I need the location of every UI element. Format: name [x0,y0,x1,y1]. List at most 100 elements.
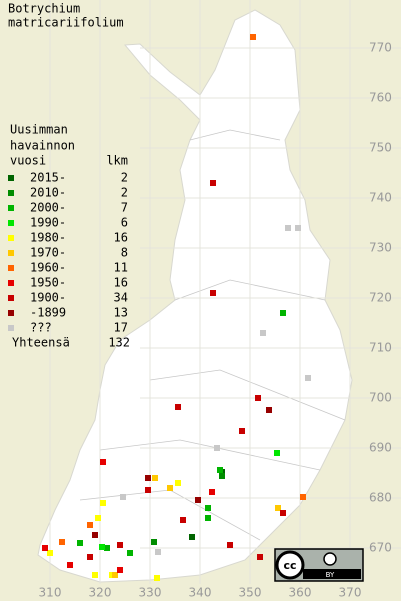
legend-swatch [8,250,14,256]
x-tick-label: 330 [139,586,162,600]
y-tick-label: 740 [369,191,392,205]
observation [210,180,216,186]
legend-count: 17 [114,321,128,335]
tick-labels: 310 320 330 340 350 360 370 670 680 690 700 710 720 7… [39,41,392,600]
observation [239,428,245,434]
observation [77,540,83,546]
legend-header: Uusimman [10,123,68,137]
observation [295,225,301,231]
observation [100,459,106,465]
observation [175,480,181,486]
legend-count: 2 [121,186,128,200]
observation [205,515,211,521]
legend-header: havainnon [10,139,75,153]
observation [152,475,158,481]
y-tick-label: 680 [369,491,392,505]
observation [275,505,281,511]
observation [104,545,110,551]
observation [154,575,160,581]
legend-swatch [8,310,14,316]
observation [92,532,98,538]
legend-count: 8 [121,246,128,260]
observation [127,550,133,556]
x-tick-label: 350 [239,586,262,600]
observation [210,290,216,296]
legend-label: 2010- [30,186,66,200]
observation [300,494,306,500]
observation [285,225,291,231]
observation [99,544,105,550]
legend-header: vuosi [10,154,46,168]
x-tick-label: 340 [189,586,212,600]
observations [42,34,311,581]
observation [155,549,161,555]
y-tick-label: 760 [369,91,392,105]
observation [195,497,201,503]
legend-label: 2015- [30,171,66,185]
legend-label: -1899 [30,306,66,320]
observation [87,554,93,560]
observation [87,522,93,528]
observation [214,445,220,451]
legend-swatch [8,325,14,331]
finland-land [37,9,353,583]
legend-swatch [8,295,14,301]
x-tick-label: 360 [289,586,312,600]
title-line: Botrychium [8,2,80,16]
observation [280,510,286,516]
badge-bar [303,569,361,579]
observation [42,545,48,551]
observation [95,515,101,521]
observation [112,572,118,578]
legend-swatch [8,205,14,211]
legend-label: 2000- [30,201,66,215]
observation [59,539,65,545]
by-icon [323,552,337,566]
legend-swatch [8,190,14,196]
y-tick-label: 690 [369,441,392,455]
legend-label: 1980- [30,231,66,245]
cc-icon [275,550,305,580]
legend-swatch [8,265,14,271]
y-tick-label: 750 [369,141,392,155]
observation [175,404,181,410]
total-label: Yhteensä [12,336,70,350]
observation [145,487,151,493]
x-tick-label: 370 [339,586,362,600]
y-tick-label: 670 [369,541,392,555]
legend-count: 16 [114,231,128,245]
license-text: BY [326,571,335,579]
legend-count: 16 [114,276,128,290]
observation [167,485,173,491]
observation [305,375,311,381]
observation [280,310,286,316]
legend-count: 13 [114,306,128,320]
observation [145,475,151,481]
region-borders [79,129,346,541]
observation [227,542,233,548]
observation [266,407,272,413]
legend-count: 11 [114,261,128,275]
observation [274,450,280,456]
y-tick-label: 720 [369,291,392,305]
observation [205,505,211,511]
observation [47,550,53,556]
legend-label: 1960- [30,261,66,275]
y-tick-label: 770 [369,41,392,55]
observation [92,572,98,578]
observation [117,567,123,573]
observation [219,473,225,479]
legend-label: 1990- [30,216,66,230]
observation [100,500,106,506]
observation [189,534,195,540]
legend-swatch [8,175,14,181]
observation [217,467,223,473]
legend-count: 34 [114,291,128,305]
x-tick-label: 320 [89,586,112,600]
legend-swatch [8,235,14,241]
legend-count: 2 [121,171,128,185]
observation [260,330,266,336]
grid [49,0,401,584]
legend-count: 7 [121,201,128,215]
